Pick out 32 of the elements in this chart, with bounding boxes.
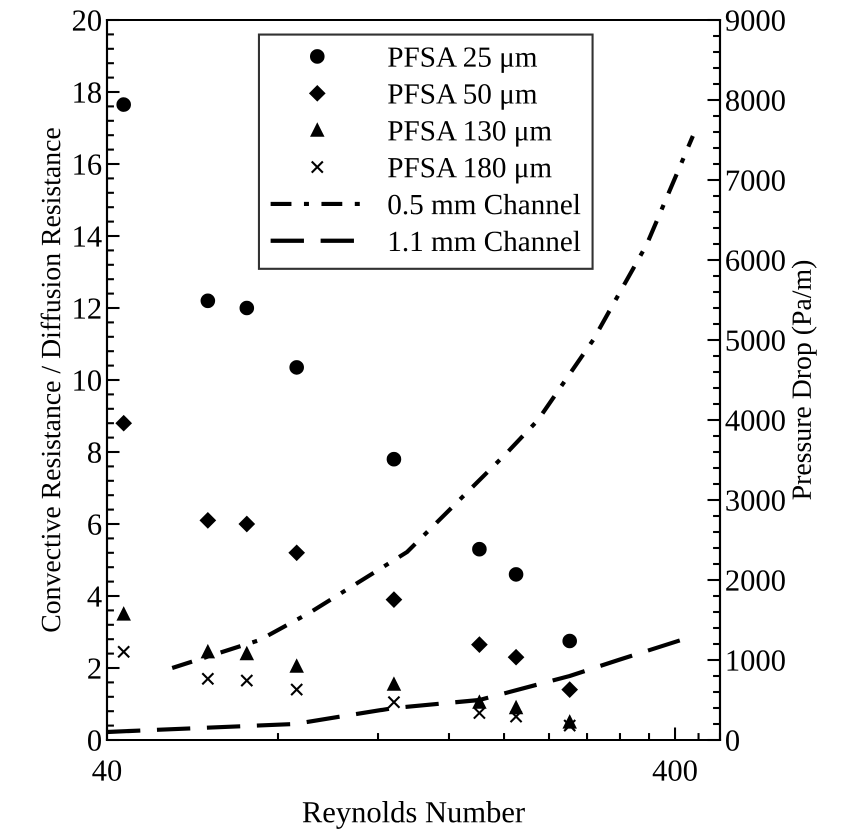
- y-tick-label: 14: [74, 226, 102, 247]
- y-tick-label: 8: [88, 442, 101, 463]
- y2-tick-label: 5000: [726, 330, 785, 351]
- legend-label: 1.1 mm Channel: [390, 230, 580, 252]
- y-tick-label: 4: [87, 586, 102, 607]
- y-tick-label: 20: [72, 10, 101, 31]
- legend-label: PFSA 130 μm: [388, 121, 552, 147]
- y-tick-label: 0: [88, 730, 101, 751]
- y2-tick-label: 1000: [728, 650, 785, 671]
- y2-tick-label: 2000: [726, 570, 785, 591]
- y2-tick-label: 8000: [726, 90, 785, 111]
- y2-tick-label: 7000: [726, 170, 785, 191]
- legend-label: PFSA 50 μm: [388, 84, 538, 110]
- y-tick-label: 2: [88, 658, 100, 679]
- x-tick-label: 400: [652, 760, 697, 781]
- y-tick-label: 12: [74, 298, 100, 319]
- y2-tick-label: 4000: [725, 410, 785, 431]
- y-tick-label: 16: [74, 154, 102, 175]
- y2-tick-label: 9000: [726, 10, 785, 31]
- y2-tick-label: 3000: [726, 490, 785, 511]
- legend-label: PFSA 25 μm: [388, 47, 538, 73]
- legend-label: PFSA 180 μm: [388, 158, 552, 184]
- y2-tick-label: 0: [726, 730, 739, 751]
- y2-tick-label: 6000: [726, 250, 785, 271]
- y2-axis-title: Pressure Drop (Pa/m): [792, 260, 817, 500]
- y-tick-label: 6: [88, 514, 102, 535]
- y-tick-label: 18: [74, 82, 101, 103]
- x-axis-title: Reynolds Number: [302, 801, 525, 829]
- y-axis-title: Convective Resistance / Diffusion Resistance: [40, 128, 60, 632]
- x-tick-label: 40: [92, 760, 122, 781]
- y-tick-label: 10: [74, 370, 101, 391]
- legend-label: 0.5 mm Channel: [388, 194, 580, 215]
